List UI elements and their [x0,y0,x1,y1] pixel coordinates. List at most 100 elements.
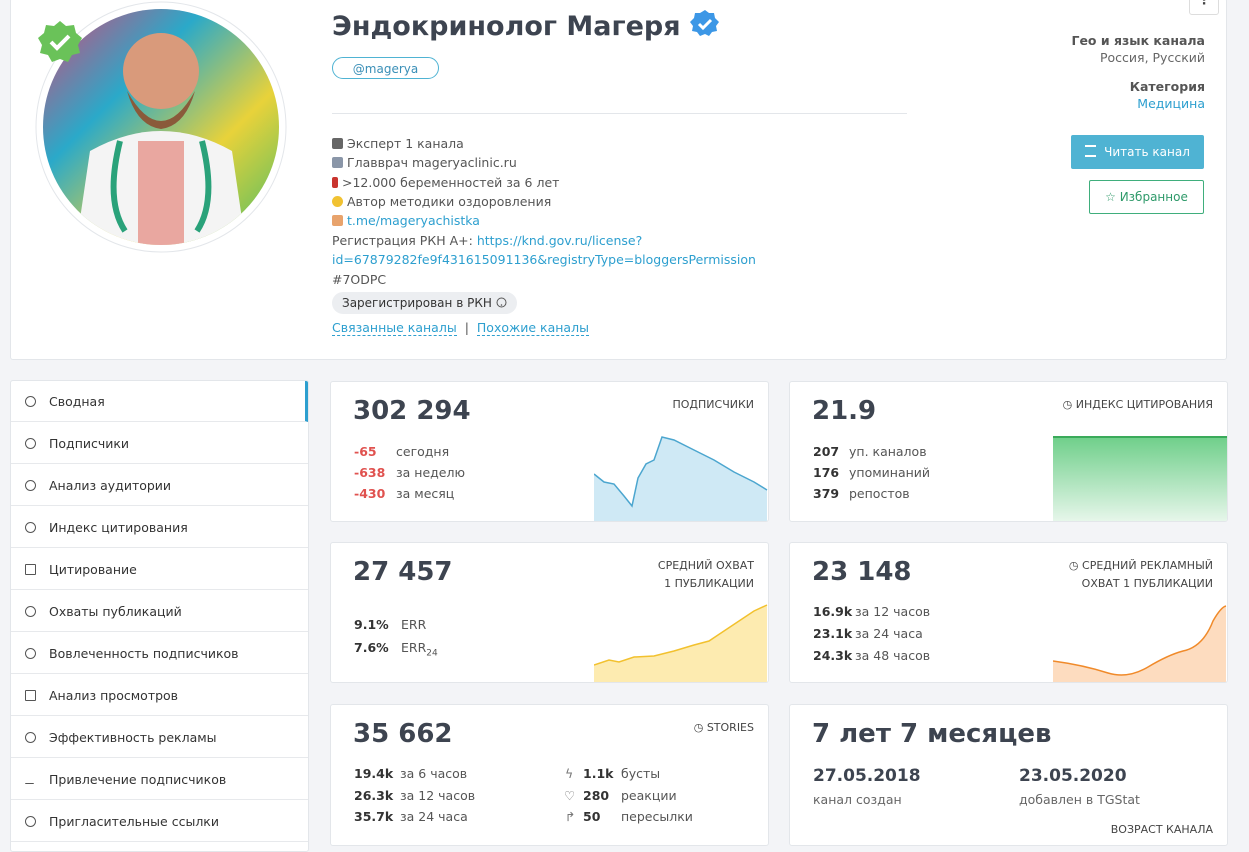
menu-item[interactable]: Эффективность рекламы [11,717,308,758]
added-label: добавлен в TGStat [1019,792,1140,807]
icon: ♡ [564,788,576,803]
menu-text: Сводная [49,394,105,409]
card-value: 7 лет 7 месяцев [812,719,1052,749]
stat-label: реакции [621,788,677,803]
icon: ↱ [565,809,576,824]
stat-label: за 24 часа [855,626,923,641]
stat-number: 16.9k [813,604,853,619]
rkn-text: Зарегистрирован в РКН [342,296,492,310]
stat-number: -430 [354,486,386,501]
card-label-text: СРЕДНИЙ РЕКЛАМНЫЙ [1082,559,1213,572]
desc-line: Регистрация РКН А+: https://knd.gov.ru/l… [332,233,642,248]
similar-link[interactable]: Похожие каналы [476,320,589,336]
avatar [35,1,287,253]
card-value: 21.9 [812,396,877,426]
favorite-button[interactable]: ☆ Избранное [1089,180,1204,214]
handle-pill[interactable]: @magerya [332,57,439,79]
card-label: СРЕДНИЙ ОХВАТ 1 ПУБЛИКАЦИИ [658,557,754,593]
verified-icon [690,10,720,36]
registration-link[interactable]: id=67879282fe9f431615091136&registryType… [332,252,756,267]
favorite-text: Избранное [1119,190,1188,204]
stat-label: бусты [621,766,661,781]
stat-number: 50 [583,809,601,824]
menu-text: Охваты публикаций [49,604,182,619]
read-button[interactable]: Читать канал [1071,135,1204,169]
menu-item[interactable]: Индекс цитирования [11,507,308,548]
stat-number: 35.7k [354,809,394,824]
card-label-line: ◷ СРЕДНИЙ РЕКЛАМНЫЙ [1068,559,1213,572]
created-label: канал создан [813,792,902,807]
card-value: 35 662 [353,719,453,749]
stat-number: 7.6% [354,640,389,655]
stat-number: 207 [813,444,840,459]
sidebar-menu: Сводная Подписчики Анализ аудитории Инде… [10,380,309,852]
menu-text: Подписчики [49,436,130,451]
card-label-line: ОХВАТ 1 ПУБЛИКАЦИИ [1081,577,1213,590]
stat-label: за 48 часов [855,648,931,663]
card-value: 302 294 [353,396,471,426]
card-label: ◷ ИНДЕКС ЦИТИРОВАНИЯ [1062,398,1213,411]
code: #7ODPC [332,272,387,287]
age-card: 7 лет 7 месяцев 27.05.2018 канал создан … [789,704,1228,846]
stat-label: упоминаний [849,465,931,480]
stat-number: 19.4k [354,766,394,781]
card-label-line: СРЕДНИЙ ОХВАТ [657,559,754,572]
desc-line: Главврач mageryaclinic.ru [332,155,517,170]
desc-line: id=67879282fe9f431615091136&registryType… [332,252,756,267]
menu-item[interactable]: Подписчики [11,423,308,464]
stat-number: 1.1k [583,766,614,781]
reach-card: 27 457 СРЕДНИЙ ОХВАТ 1 ПУБЛИКАЦИИ 9.1% ER… [330,542,769,683]
menu-item[interactable]: Вовлеченность подписчиков [11,633,308,674]
stat-label: уп. каналов [849,444,927,459]
stat-label: за 24 часа [400,809,468,824]
menu-item[interactable]: Охваты публикаций [11,591,308,632]
sparkline [594,604,768,682]
menu-item[interactable]: Анализ просмотров [11,675,308,716]
separator: | [464,320,469,335]
desc-line: >12.000 беременностей за 6 лет [332,175,559,190]
menu-item[interactable]: Пригласительные ссылки [11,801,308,842]
menu-text: Привлечение подписчиков [49,772,227,787]
subscribers-card: 302 294 ПОДПИСЧИКИ -65 сегодня -638 за н… [330,381,769,522]
more-button[interactable]: ⋮ [1189,0,1219,15]
desc-text: Автор методики оздоровления [347,194,552,209]
menu-item[interactable]: Привлечение подписчиков [11,759,308,800]
sparkline [1053,605,1227,682]
stat-number: 176 [813,465,840,480]
sparkline [1053,436,1227,521]
stat-number: 26.3k [354,788,394,803]
stat-label: за 12 часов [855,604,931,619]
stat-number: 280 [583,788,610,803]
desc-text: Эксперт 1 канала [347,136,464,151]
menu-item[interactable]: Сводная [11,381,308,422]
stat-label-sub: 24 [426,648,438,659]
menu-text: Анализ просмотров [49,688,179,703]
menu-item[interactable]: Цитирование [11,549,308,590]
stat-number: 9.1% [354,617,389,632]
desc-line: Автор методики оздоровления [332,194,551,209]
header-card: Эндокринолог Магеря @magerya Эксперт 1 к… [10,0,1227,360]
menu-text: Анализ аудитории [49,478,172,493]
card-label: ◷ STORIES [693,721,754,734]
registration-link[interactable]: https://knd.gov.ru/license? [476,233,643,248]
help-icon [496,297,507,308]
related-link[interactable]: Связанные каналы [332,320,457,336]
divider [332,113,907,114]
channel-title: Эндокринолог Магеря [332,9,720,42]
menu-text: Индекс цитирования [49,520,188,535]
stat-label: ERR [401,617,427,632]
stat-label: ERR24 [401,640,438,659]
card-label-line: 1 ПУБЛИКАЦИИ [664,577,754,590]
category-value[interactable]: Медицина [1137,96,1205,111]
channel-link[interactable]: t.me/mageryachistka [347,213,480,228]
stat-label: пересылки [621,809,693,824]
stat-label: репостов [849,486,910,501]
created-date: 27.05.2018 [813,766,921,786]
stories-card: 35 662 ◷ STORIES 19.4k за 6 часов 26.3k … [330,704,769,846]
rkn-badge[interactable]: Зарегистрирован в РКН [332,292,517,314]
geo-value: Россия, Русский [1100,50,1205,65]
desc-line: Эксперт 1 канала [332,136,464,151]
menu-item[interactable]: Анализ аудитории [11,465,308,506]
